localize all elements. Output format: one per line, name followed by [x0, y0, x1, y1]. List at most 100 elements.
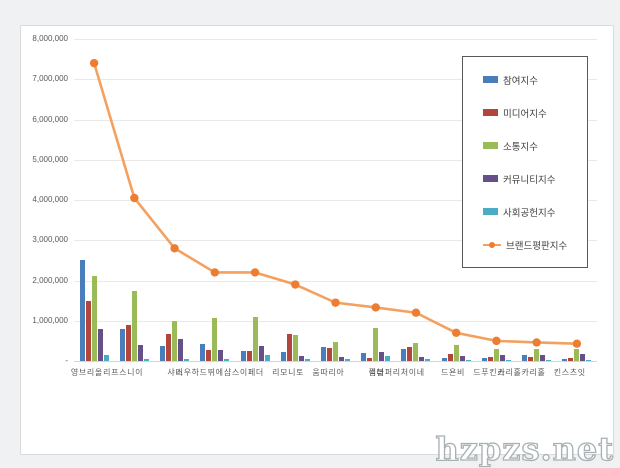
bar-소통지수-이니스프리 [131, 290, 137, 361]
bar-소통지수-에뛰드하우스 [212, 317, 218, 361]
gridline [74, 320, 597, 322]
legend-item-브랜드평판지수: 브랜드평판지수 [483, 238, 587, 252]
gridline [74, 280, 597, 282]
x-axis-category-label: 더샘 [367, 368, 385, 377]
legend-item-커뮤니티지수: 커뮤니티지수 [483, 172, 587, 186]
bar-커뮤니티지수-스킨푸드 [499, 354, 505, 361]
bar-참여지수-에뛰드하우스 [200, 343, 206, 361]
bar-소통지수-네이처리퍼블릭 [413, 343, 419, 361]
bar-소통지수-미샤 [172, 320, 178, 361]
bar-커뮤니티지수-더샘 [379, 351, 385, 361]
x-axis-category-label: 올리브영 [70, 368, 104, 377]
y-axis-tick-label: 4,000,000 [32, 195, 68, 204]
line-series-브랜드평판지수 [89, 58, 582, 348]
bar-참여지수-이니스프리 [119, 328, 125, 361]
bar-참여지수-토니모리 [280, 352, 286, 361]
bar-커뮤니티지수-미샤 [178, 339, 184, 361]
bar-커뮤니티지수-올리브영 [97, 328, 103, 361]
bar-사회공헌지수-에뛰드하우스 [224, 359, 230, 361]
chart-panel: 8,000,000 7,000,000 6,000,000 5,000,000 4,00… [20, 25, 614, 455]
data-point-marker-홀리카홀리카 [532, 338, 541, 347]
bar-미디어지수-네이처리퍼블릭 [407, 346, 413, 361]
x-axis-category-label: 미샤 [166, 368, 184, 377]
data-point-marker-이니스프리 [130, 193, 139, 203]
x-axis-category-label: 홀리카홀리카 [496, 368, 546, 377]
legend-label: 브랜드평판지수 [506, 240, 568, 252]
x-axis-category-label: 스킨푸드 [472, 368, 506, 377]
bar-커뮤니티지수-홀리카홀리카 [540, 355, 546, 361]
bar-커뮤니티지수-잇츠스킨 [580, 354, 586, 361]
data-point-marker-미샤 [170, 244, 179, 253]
bar-사회공헌지수-홀리카홀리카 [546, 359, 552, 361]
bar-미디어지수-잇츠스킨 [568, 357, 574, 361]
legend-item-미디어지수: 미디어지수 [483, 106, 587, 120]
bar-미디어지수-에뛰드하우스 [206, 349, 212, 361]
bar-참여지수-아리따움 [321, 347, 326, 361]
legend-swatch-icon [483, 175, 498, 182]
watermark: hzpzs.net [435, 430, 614, 468]
bar-사회공헌지수-네이처리퍼블릭 [425, 359, 431, 361]
data-point-marker-더샘 [371, 303, 380, 312]
legend-line-marker-icon [483, 241, 501, 248]
bar-참여지수-더페이스샵 [240, 350, 246, 361]
x-axis-category-label: 이니스프리 [102, 368, 144, 377]
bar-커뮤니티지수-더페이스샵 [258, 346, 264, 361]
bar-커뮤니티지수-네이처리퍼블릭 [419, 356, 425, 361]
bar-미디어지수-홀리카홀리카 [528, 356, 534, 361]
x-axis-category-label: 비욘드 [440, 368, 466, 377]
bar-참여지수-올리브영 [79, 260, 85, 361]
bar-소통지수-아리따움 [333, 342, 338, 361]
legend-swatch-icon [483, 76, 498, 83]
bar-미디어지수-아리따움 [327, 347, 332, 361]
y-axis-tick-label: 7,000,000 [32, 74, 68, 84]
bar-사회공헌지수-비욘드 [465, 359, 471, 361]
plot-area: 8,000,000 7,000,000 6,000,000 5,000,000 4,00… [32, 35, 597, 377]
x-axis-category-label: 토니모리 [271, 368, 305, 377]
gridline [74, 200, 597, 201]
data-point-marker-토니모리 [291, 280, 300, 289]
bar-미디어지수-미샤 [166, 333, 172, 361]
gridline [74, 240, 597, 242]
bar-사회공헌지수-아리따움 [345, 358, 350, 361]
x-axis-category-label: 에뛰드하우스 [174, 368, 224, 377]
y-axis-tick-label: 5,000,000 [32, 154, 68, 164]
bar-사회공헌지수-올리브영 [103, 354, 109, 361]
bar-사회공헌지수-더페이스샵 [264, 354, 270, 361]
bar-소통지수-스킨푸드 [493, 349, 499, 361]
data-point-marker-잇츠스킨 [572, 339, 582, 348]
legend-label: 사회공헌지수 [503, 207, 556, 219]
bar-소통지수-토니모리 [292, 335, 298, 361]
bar-소통지수-홀리카홀리카 [534, 349, 540, 361]
bar-소통지수-더샘 [373, 328, 379, 361]
y-axis-tick-label: 2,000,000 [32, 275, 68, 285]
bar-사회공헌지수-더샘 [385, 355, 391, 361]
bar-사회공헌지수-미샤 [184, 359, 190, 361]
bar-참여지수-홀리카홀리카 [522, 354, 528, 361]
data-point-marker-네이처리퍼블릭 [411, 308, 421, 317]
y-axis-tick-label: 1,000,000 [32, 315, 68, 325]
data-point-marker-올리브영 [89, 58, 99, 68]
bar-커뮤니티지수-에뛰드하우스 [218, 350, 224, 361]
legend: 참여지수 미디어지수 소통지수 커뮤니티지수 사회공헌지수 브랜드평판지수 [462, 56, 588, 268]
data-point-marker-더페이스샵 [250, 268, 260, 277]
legend-line-dot [489, 242, 495, 248]
bar-미디어지수-스킨푸드 [487, 357, 493, 361]
bar-미디어지수-올리브영 [85, 300, 91, 361]
bar-사회공헌지수-이니스프리 [143, 359, 149, 361]
legend-label: 참여지수 [503, 75, 538, 87]
bar-사회공헌지수-스킨푸드 [505, 359, 511, 361]
x-axis-category-label: 아리따움 [311, 368, 345, 377]
x-axis-category-label: 잇츠스킨 [552, 368, 586, 377]
bar-참여지수-더샘 [361, 352, 367, 361]
bar-참여지수-스킨푸드 [481, 358, 487, 361]
data-point-marker-비욘드 [451, 328, 461, 338]
bar-참여지수-비욘드 [441, 357, 447, 361]
gridline [74, 39, 597, 40]
bar-참여지수-미샤 [160, 346, 166, 361]
data-point-marker-에뛰드하우스 [210, 268, 220, 277]
gridline [74, 79, 597, 81]
bar-소통지수-잇츠스킨 [574, 348, 580, 361]
legend-item-사회공헌지수: 사회공헌지수 [483, 205, 587, 219]
bar-미디어지수-토니모리 [286, 333, 292, 361]
